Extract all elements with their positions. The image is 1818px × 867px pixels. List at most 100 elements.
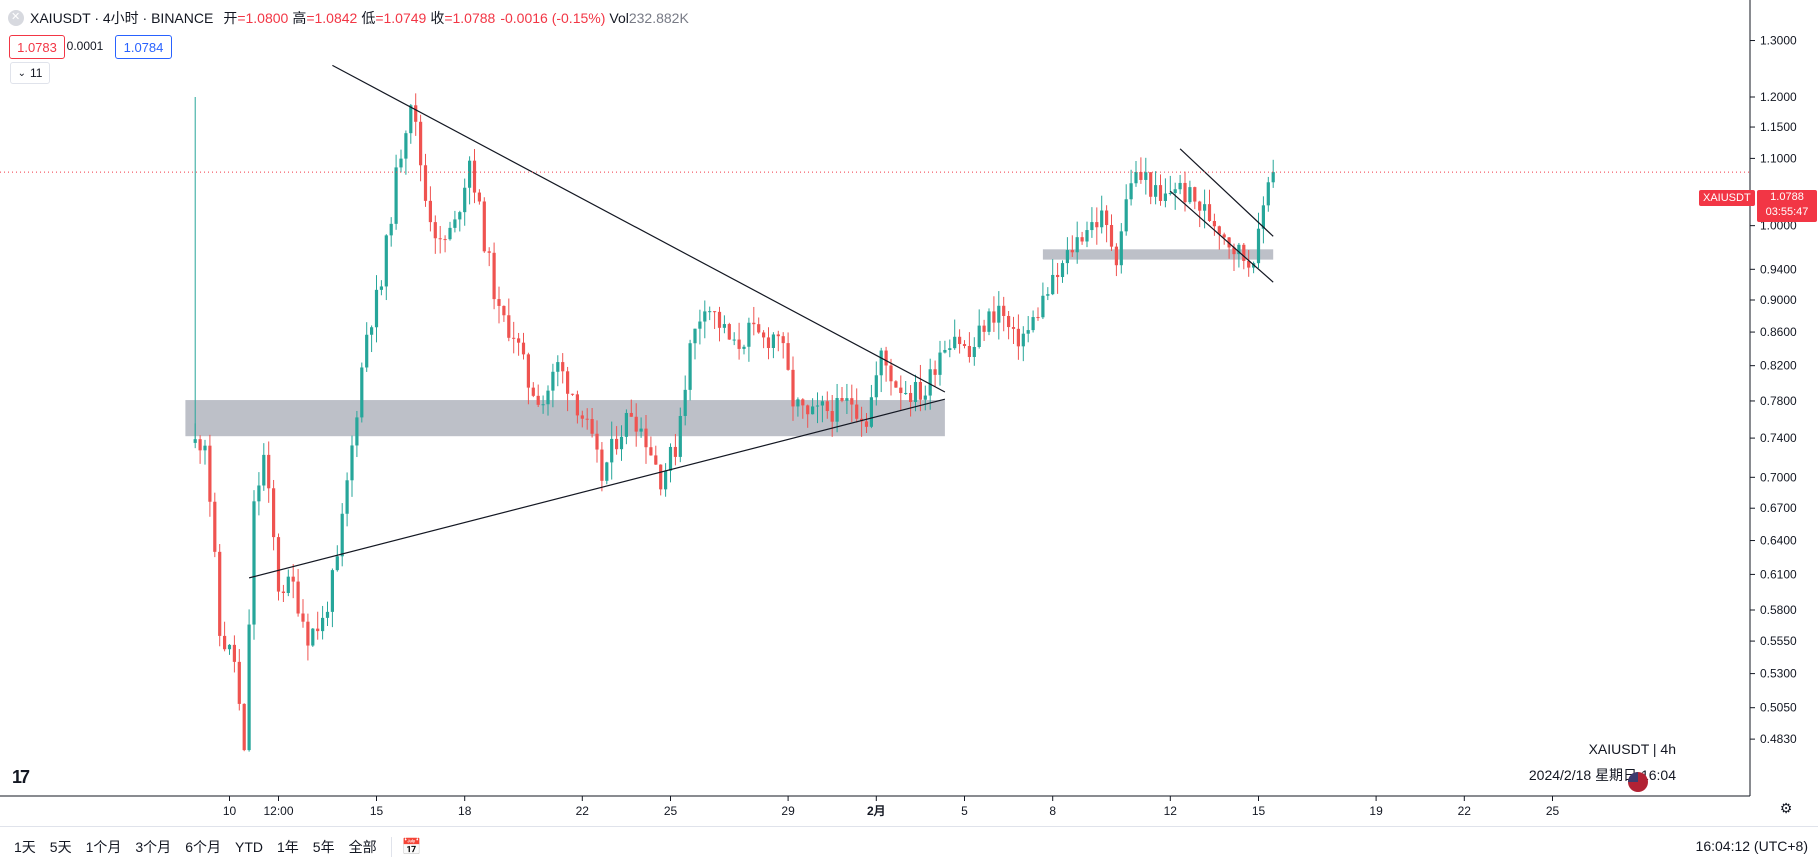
candle bbox=[678, 407, 682, 463]
candle bbox=[1271, 159, 1275, 188]
gear-icon[interactable]: ⚙ bbox=[1779, 800, 1793, 816]
range-5d[interactable]: 5天 bbox=[49, 839, 72, 855]
trendline-0[interactable] bbox=[332, 64, 946, 393]
buy-price-button[interactable]: 1.0784 bbox=[115, 35, 172, 59]
candle bbox=[223, 621, 227, 652]
sell-price-button[interactable]: 1.0783 bbox=[9, 35, 65, 59]
candle bbox=[1031, 310, 1035, 333]
y-tick-label: 0.5550 bbox=[1760, 634, 1797, 648]
x-tick-label: 15 bbox=[370, 804, 384, 818]
high-label: 高 bbox=[292, 10, 307, 26]
candle bbox=[208, 434, 212, 517]
range-1m[interactable]: 1个月 bbox=[85, 839, 122, 855]
volume-label: Vol bbox=[609, 10, 629, 26]
trendlines[interactable] bbox=[248, 64, 1274, 579]
candle bbox=[624, 409, 628, 445]
candle bbox=[629, 399, 633, 417]
candle bbox=[992, 296, 996, 332]
candle bbox=[781, 332, 785, 359]
y-tick-label: 0.9400 bbox=[1760, 262, 1797, 276]
candle bbox=[747, 317, 751, 362]
y-tick-label: 0.7800 bbox=[1760, 394, 1797, 408]
plot-area[interactable] bbox=[0, 0, 1750, 796]
candle bbox=[634, 403, 638, 447]
y-tick-label: 0.9000 bbox=[1760, 293, 1797, 307]
candle bbox=[595, 420, 599, 463]
close-label: 收 bbox=[430, 10, 445, 26]
trendline-2[interactable] bbox=[1179, 148, 1274, 237]
candle bbox=[722, 315, 726, 334]
x-tick-label: 19 bbox=[1369, 804, 1383, 818]
candle bbox=[649, 436, 653, 456]
candle bbox=[977, 309, 981, 349]
x-tick-label: 10 bbox=[223, 804, 237, 818]
candle bbox=[203, 439, 207, 465]
last-price-tag: 1.0788 03:55:47 bbox=[1757, 190, 1817, 222]
price-chart[interactable]: 1.40001.30001.20001.15001.10001.00000.94… bbox=[0, 0, 1818, 826]
candle bbox=[1105, 205, 1109, 243]
candle bbox=[517, 332, 521, 356]
candle bbox=[1046, 287, 1050, 301]
range-ytd[interactable]: YTD bbox=[234, 839, 263, 855]
range-3m[interactable]: 3个月 bbox=[135, 839, 172, 855]
trendline-1[interactable] bbox=[248, 398, 946, 579]
candle bbox=[1026, 316, 1030, 343]
range-1y[interactable]: 1年 bbox=[276, 839, 299, 855]
candle bbox=[242, 703, 246, 752]
candle bbox=[918, 364, 922, 412]
candle bbox=[1261, 196, 1265, 244]
price-axis[interactable]: 1.40001.30001.20001.15001.10001.00000.94… bbox=[1750, 0, 1797, 746]
range-5y[interactable]: 5年 bbox=[312, 839, 335, 855]
candle bbox=[1095, 207, 1099, 245]
candle bbox=[923, 385, 927, 411]
candle bbox=[1080, 231, 1084, 245]
bar-countdown: 03:55:47 bbox=[1765, 206, 1809, 218]
candle bbox=[316, 611, 320, 640]
candle bbox=[855, 388, 859, 423]
price-zone-1[interactable] bbox=[1042, 249, 1274, 260]
candle bbox=[487, 247, 491, 267]
y-tick-label: 0.6700 bbox=[1760, 501, 1797, 515]
range-1d[interactable]: 1天 bbox=[14, 839, 36, 855]
candle bbox=[227, 644, 232, 655]
candle bbox=[296, 569, 300, 617]
candle bbox=[953, 319, 957, 350]
clock[interactable]: 16:04:12 (UTC+8) bbox=[1695, 838, 1808, 854]
y-tick-label: 0.7000 bbox=[1760, 470, 1797, 484]
symbol-title[interactable]: XAIUSDT · 4小时 · BINANCE bbox=[30, 10, 214, 26]
candle bbox=[703, 300, 707, 339]
indicators-toggle[interactable]: ⌄ 11 bbox=[10, 62, 50, 84]
candle bbox=[482, 197, 486, 253]
candlesticks bbox=[193, 93, 1275, 752]
range-6m[interactable]: 6个月 bbox=[185, 839, 221, 855]
candle bbox=[232, 635, 236, 673]
candle bbox=[350, 435, 354, 497]
candle bbox=[1139, 157, 1143, 184]
trendline-3[interactable] bbox=[1169, 190, 1274, 283]
candle bbox=[894, 380, 898, 388]
candle bbox=[693, 328, 697, 360]
tradingview-logo-icon[interactable]: 17 bbox=[12, 767, 30, 787]
candle bbox=[330, 568, 334, 628]
candle bbox=[1051, 259, 1055, 296]
range-all[interactable]: 全部 bbox=[348, 839, 377, 855]
candle bbox=[752, 306, 756, 336]
candle bbox=[448, 221, 452, 241]
calendar-icon[interactable]: 📅 bbox=[401, 839, 422, 856]
time-axis[interactable]: 10 12:00 15 18 22 25 29 2月 5 8 12 15 19 22 25 bbox=[223, 796, 1560, 818]
candle bbox=[943, 340, 947, 354]
candle bbox=[566, 366, 570, 412]
candle bbox=[267, 441, 271, 503]
x-tick-label: 22 bbox=[576, 804, 590, 818]
candle bbox=[659, 464, 663, 496]
candle bbox=[281, 584, 285, 603]
candle bbox=[713, 311, 717, 330]
candle bbox=[811, 398, 815, 415]
volume-value: 232.882K bbox=[628, 10, 689, 26]
candle bbox=[365, 322, 369, 372]
y-tick-label: 0.7400 bbox=[1760, 431, 1797, 445]
low-value: =1.0749 bbox=[375, 10, 427, 26]
y-tick-label: 0.8200 bbox=[1760, 359, 1797, 373]
candle bbox=[580, 410, 584, 428]
candle bbox=[458, 210, 462, 232]
